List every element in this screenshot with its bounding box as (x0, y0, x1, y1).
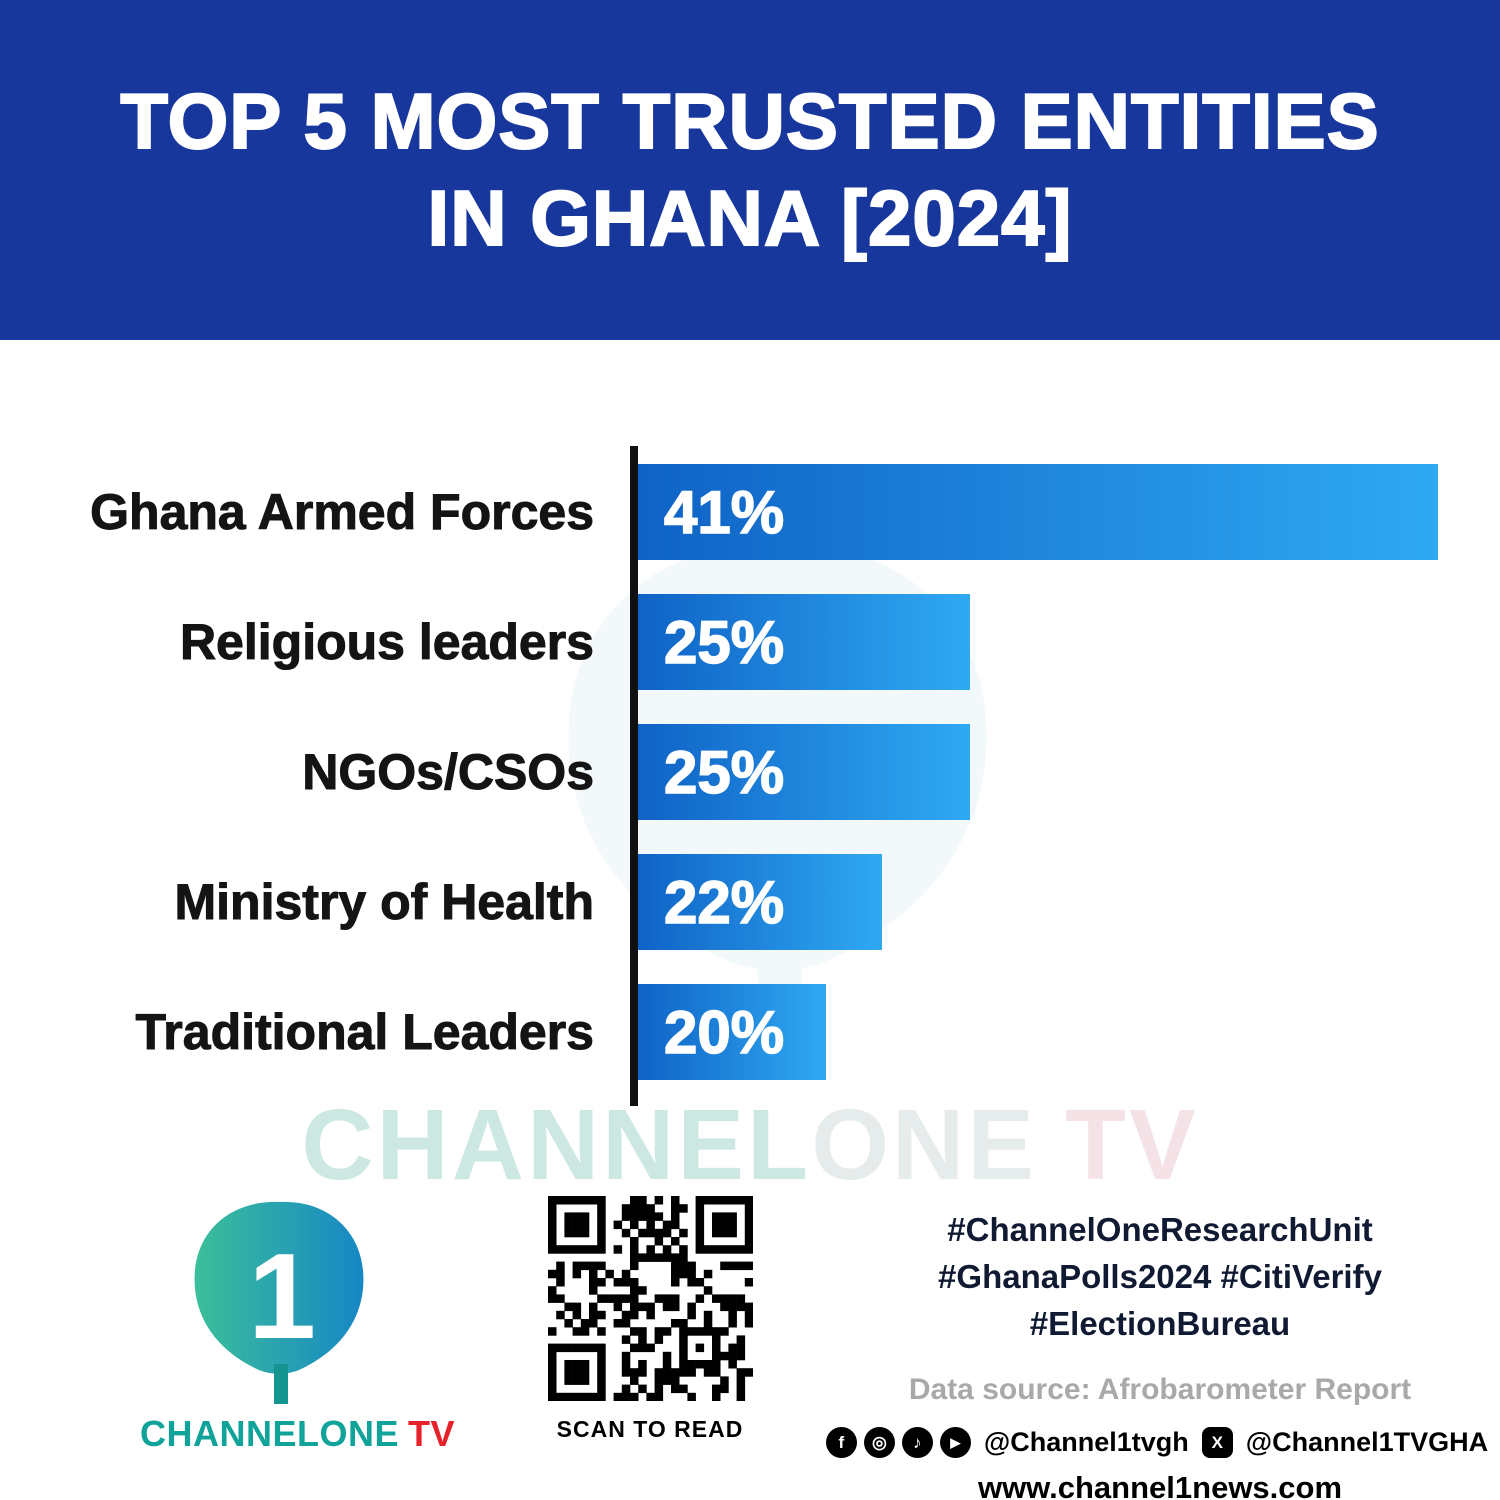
logo-wordmark: CHANNELONE TV (140, 1413, 455, 1455)
channel-one-logo: 1 (194, 1201, 364, 1404)
channel-one-logo-block: 1 CHANNELONE TV (140, 1192, 455, 1455)
bar-row: Religious leaders 25% (0, 594, 1500, 690)
bar-category-label: Ministry of Health (174, 874, 594, 931)
logo-stem (274, 1364, 288, 1404)
bar-value-label: 25% (663, 738, 785, 807)
watermark-one: ONE (811, 1089, 1037, 1201)
youtube-icon: ▶ (939, 1427, 971, 1458)
hashtag-line: #GhanaPolls2024 #CitiVerify (938, 1258, 1382, 1295)
y-axis-line (630, 446, 638, 1106)
hashtag-line: #ElectionBureau (1029, 1305, 1291, 1342)
qr-code (547, 1196, 753, 1402)
page-title-line1: TOP 5 MOST TRUSTED ENTITIES (119, 76, 1380, 166)
hashtag-line: #ChannelOneResearchUnit (947, 1211, 1373, 1248)
bar: 20% (638, 984, 826, 1080)
watermark-tv: TV (1064, 1089, 1199, 1201)
bar-category-label: Traditional Leaders (135, 1004, 594, 1061)
footer-info-block: #ChannelOneResearchUnit #GhanaPolls2024 … (825, 1206, 1488, 1500)
logo-wordmark-brand: CHANNELONE (140, 1413, 400, 1454)
bar: 41% (638, 464, 1438, 560)
bar-row: Traditional Leaders 20% (0, 984, 1500, 1080)
website-url: www.channel1news.com (977, 1470, 1343, 1500)
logo-shield (194, 1201, 364, 1374)
bar-row: NGOs/CSOs 25% (0, 724, 1500, 820)
bar-category-label: Ghana Armed Forces (90, 484, 595, 541)
social-handle-1: @Channel1tvgh (983, 1427, 1189, 1457)
data-source: Data source: Afrobarometer Report (908, 1373, 1412, 1406)
qr-block: SCAN TO READ (540, 1196, 760, 1443)
social-row: f ◎ ♪ ▶ @Channel1tvgh X @Channel1TVGHA (825, 1427, 1488, 1458)
bar-row: Ministry of Health 22% (0, 854, 1500, 950)
logo-wordmark-tv: TV (408, 1413, 456, 1454)
bar-track: 25% (638, 724, 1438, 820)
bar-value-label: 20% (663, 998, 785, 1067)
bar-category-label: Religious leaders (179, 614, 594, 671)
bar-track: 41% (638, 464, 1438, 560)
x-icon: X (1201, 1427, 1233, 1458)
bar: 22% (638, 854, 882, 950)
bar-value-label: 25% (663, 608, 785, 677)
bar: 25% (638, 594, 970, 690)
header-banner: TOP 5 MOST TRUSTED ENTITIES IN GHANA [20… (0, 0, 1500, 340)
instagram-icon: ◎ (863, 1427, 895, 1458)
bar-track: 20% (638, 984, 1438, 1080)
bar-row: Ghana Armed Forces 41% (0, 464, 1500, 560)
bar-chart-rows: Ghana Armed Forces 41% Religious leaders 25… (0, 464, 1500, 1114)
bar-value-label: 22% (663, 868, 785, 937)
bar-track: 22% (638, 854, 1438, 950)
facebook-icon: f (825, 1427, 857, 1458)
bar-track: 25% (638, 594, 1438, 690)
watermark-channel: CHANNEL (301, 1089, 812, 1201)
bar-category-label: NGOs/CSOs (302, 744, 595, 801)
tiktok-icon: ♪ (901, 1427, 933, 1458)
social-handle-2: @Channel1TVGHA (1245, 1427, 1489, 1457)
bar-value-label: 41% (663, 478, 785, 547)
logo-numeral: 1 (248, 1228, 316, 1364)
qr-caption: SCAN TO READ (556, 1416, 744, 1442)
hashtags: #ChannelOneResearchUnit #GhanaPolls2024 … (865, 1206, 1455, 1347)
watermark-text: CHANNELONE TV (0, 1088, 1500, 1203)
page-title-line2: IN GHANA [2024] (427, 173, 1073, 263)
bar: 25% (638, 724, 970, 820)
